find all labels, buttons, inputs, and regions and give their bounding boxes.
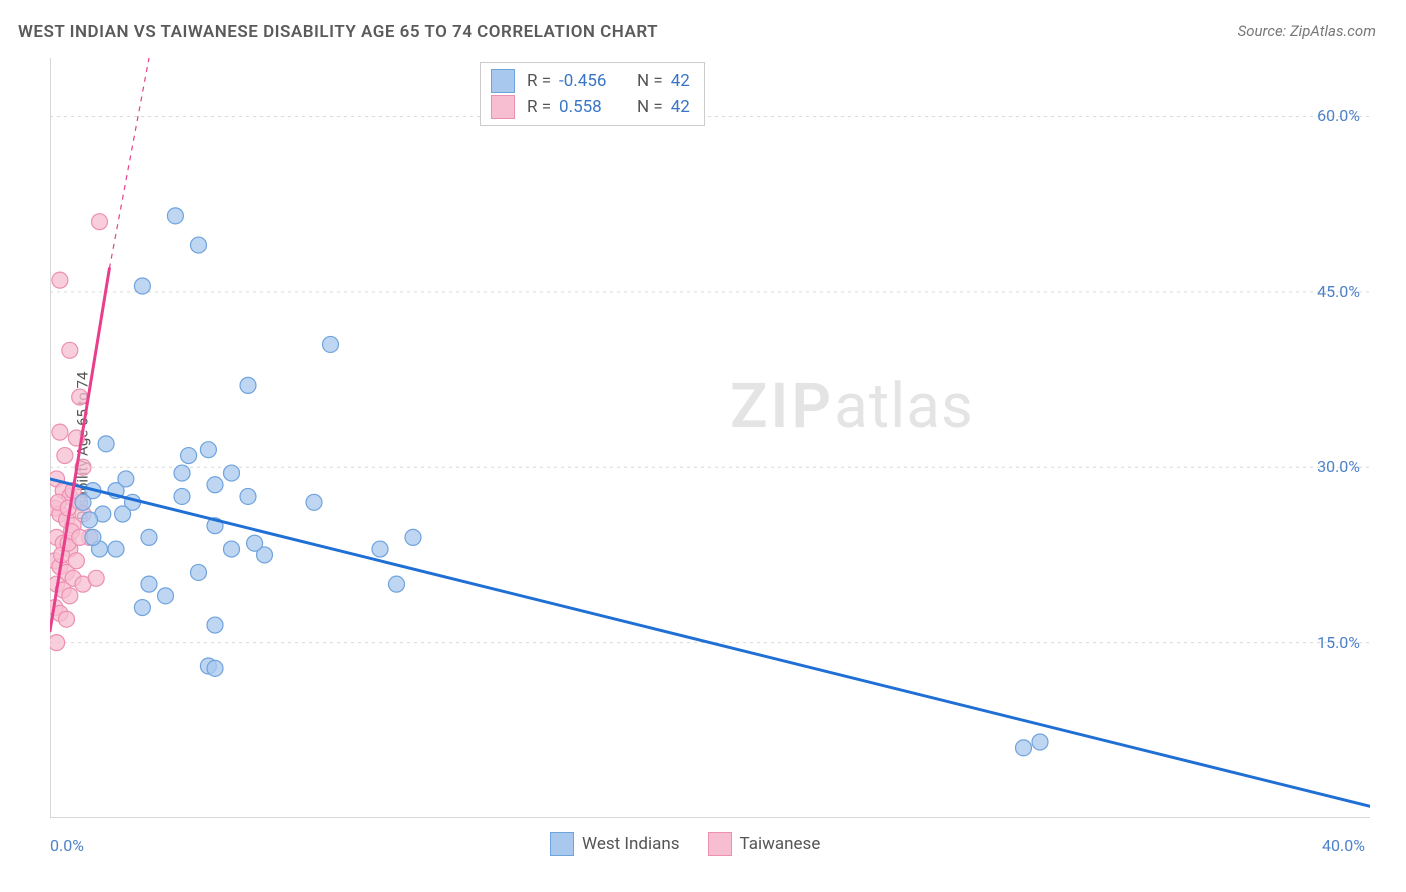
r-value: -0.456 xyxy=(559,71,625,91)
n-label: N = xyxy=(637,71,663,91)
x-tick-label: 40.0% xyxy=(1322,836,1365,855)
stats-row: R = -0.456 N = 42 xyxy=(491,69,690,93)
legend-swatch xyxy=(491,95,515,119)
legend-item: Taiwanese xyxy=(708,832,821,856)
n-value: 42 xyxy=(671,71,690,91)
x-tick-label: 0.0% xyxy=(50,836,84,855)
legend-swatch xyxy=(491,69,515,93)
y-tick-label: 15.0% xyxy=(1300,633,1360,652)
r-label: R = xyxy=(527,97,551,117)
y-tick-label: 45.0% xyxy=(1300,282,1360,301)
y-tick-label: 60.0% xyxy=(1300,106,1360,125)
stats-row: R = 0.558 N = 42 xyxy=(491,95,690,119)
legend-label: West Indians xyxy=(582,834,680,854)
scatter-chart xyxy=(50,58,1370,818)
legend-swatch xyxy=(550,832,574,856)
r-value: 0.558 xyxy=(559,97,625,117)
stats-legend-box: R = -0.456 N = 42 R = 0.558 N = 42 xyxy=(480,62,705,126)
source-label: Source: ZipAtlas.com xyxy=(1238,22,1376,40)
n-value: 42 xyxy=(671,97,690,117)
legend-item: West Indians xyxy=(550,832,680,856)
chart-title: WEST INDIAN VS TAIWANESE DISABILITY AGE … xyxy=(18,22,658,42)
bottom-legend: West Indians Taiwanese xyxy=(550,832,820,856)
r-label: R = xyxy=(527,71,551,91)
n-label: N = xyxy=(637,97,663,117)
legend-label: Taiwanese xyxy=(740,834,821,854)
legend-swatch xyxy=(708,832,732,856)
y-tick-label: 30.0% xyxy=(1300,457,1360,476)
